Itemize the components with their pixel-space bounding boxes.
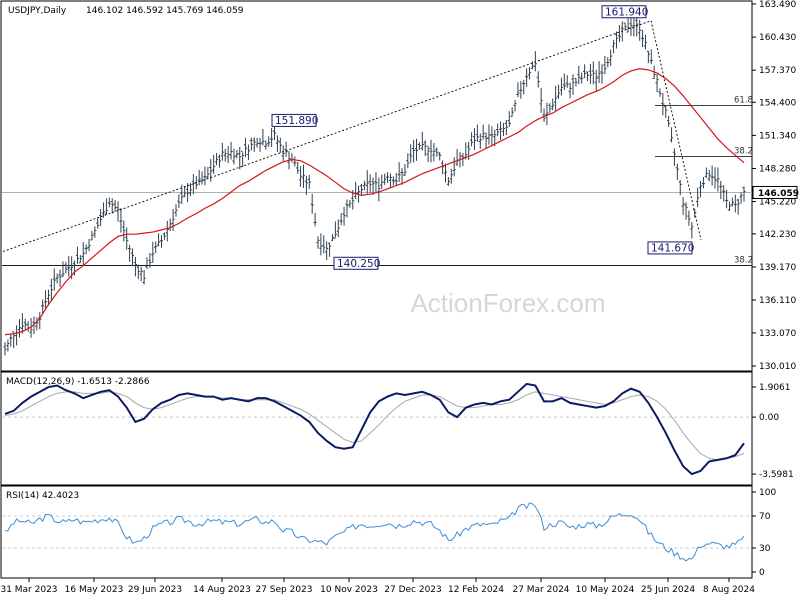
annotation-box (333, 256, 379, 270)
rsi-tick-label: 30 (759, 544, 771, 554)
x-tick-label: 27 Sep 2023 (255, 585, 312, 595)
price-tick-label: 142.230 (759, 230, 796, 240)
x-tick-label: 8 Aug 2024 (703, 585, 755, 595)
annotation-box (647, 241, 693, 255)
macd-panel-frame (0, 371, 753, 486)
price-layer: 61.8 38.2 38.2 151.890 161.940 140.250 141.670 (2, 5, 753, 356)
x-tick-label: 16 May 2023 (65, 585, 124, 595)
price-tick-label: 151.340 (759, 131, 796, 141)
macd-line (4, 382, 745, 476)
fib-level-label: 38.2 (734, 146, 753, 156)
x-tick-label: 31 Mar 2023 (0, 585, 57, 595)
price-tick-label: 130.010 (759, 362, 796, 372)
x-tick-label: 10 Nov 2023 (320, 585, 378, 595)
falling-trendline (650, 20, 702, 241)
macd-title: MACD(12,26,9) -1.6513 -2.2866 (6, 377, 150, 387)
annotation-label: 151.890 (275, 115, 318, 127)
macd-tick-label: 0.00 (759, 413, 779, 423)
price-panel-frame (0, 0, 753, 372)
macd-signal-line (4, 391, 745, 461)
x-tick-label: 27 Dec 2023 (384, 585, 442, 595)
rsi-panel-frame (0, 485, 753, 579)
rsi-line (4, 502, 745, 562)
fib-level-label: 61.8 (734, 96, 753, 106)
x-tick-label: 29 Jun 2023 (128, 585, 182, 595)
symbol-label: USDJPY,Daily (8, 6, 67, 16)
current-price-label: 146.059 (758, 189, 799, 199)
price-tick-label: 145.220 (759, 198, 796, 208)
watermark: ActionForex.com (410, 288, 605, 318)
annotation-label: 141.670 (651, 242, 694, 254)
rsi-title: RSI(14) 42.4023 (6, 491, 79, 501)
moving-average-line (4, 68, 745, 336)
rising-trendline (2, 20, 652, 252)
annotation-label: 161.940 (605, 6, 648, 18)
current-price-box (752, 185, 798, 199)
price-tick-label: 139.170 (759, 263, 796, 273)
x-tick-label: 10 May 2024 (576, 585, 635, 595)
rsi-tick-label: 0 (759, 568, 765, 578)
annotation-box (601, 5, 647, 19)
macd-tick-label: 1.9061 (759, 383, 791, 393)
rsi-tick-label: 70 (759, 512, 771, 522)
price-tick-label: 154.400 (759, 98, 796, 108)
x-tick-label: 14 Aug 2023 (193, 585, 251, 595)
rsi-layer (2, 502, 752, 562)
price-tick-label: 148.280 (759, 164, 796, 174)
price-tick-label: 157.370 (759, 66, 796, 76)
macd-tick-label: -3.5981 (759, 470, 794, 480)
rsi-tick-label: 100 (759, 488, 776, 498)
price-tick-label: 133.070 (759, 329, 796, 339)
ohlc-label: 146.102 146.592 145.769 146.059 (86, 6, 244, 16)
x-tick-label: 25 Jun 2024 (641, 585, 695, 595)
fib-level-label: 38.2 (734, 256, 753, 266)
annotation-label: 140.250 (337, 258, 380, 270)
x-tick-label: 12 Feb 2024 (448, 585, 504, 595)
annotation-box (271, 113, 317, 127)
x-tick-label: 27 Mar 2024 (512, 585, 569, 595)
price-tick-label: 136.110 (759, 296, 796, 306)
price-tick-label: 163.490 (759, 0, 796, 10)
macd-layer (2, 382, 752, 476)
price-tick-label: 160.430 (759, 33, 796, 43)
